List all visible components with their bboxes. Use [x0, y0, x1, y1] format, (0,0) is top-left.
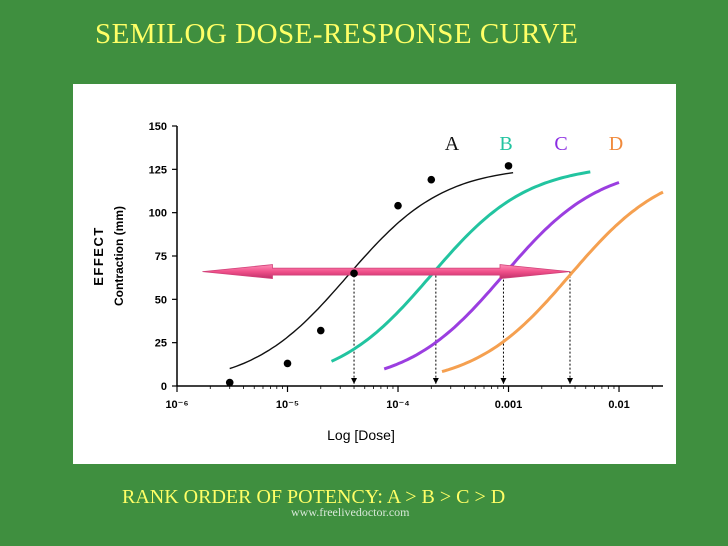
y-axis-sublabel: Contraction (mm) [112, 206, 126, 306]
x-axis-label: Log [Dose] [327, 427, 395, 443]
data-point-a [283, 359, 292, 368]
series-label-d: D [609, 133, 623, 155]
data-point-a [394, 201, 402, 210]
slide-title: SEMILOG DOSE-RESPONSE CURVE [95, 18, 579, 50]
data-point-a [225, 378, 234, 387]
x-tick-label: 10⁻⁴ [386, 399, 409, 411]
series-label-a: A [445, 133, 460, 155]
y-tick-label: 75 [155, 251, 167, 263]
data-point-a [350, 269, 358, 278]
dose-response-chart: 0 25 50 75 100 125 150 10⁻⁶ 10⁻⁵ 10⁻⁴ 0.001 0.01 EFF… [91, 121, 664, 443]
rank-order-text: RANK ORDER OF POTENCY: A > B > C > D [122, 486, 506, 508]
data-point-a [316, 326, 325, 335]
curve-b [330, 170, 591, 363]
ec50-arrowhead-b [432, 378, 439, 384]
watermark: www.freelivedoctor.com [291, 505, 410, 519]
x-tick-label: 10⁻⁶ [165, 399, 188, 411]
x-tick-label: 0.001 [495, 399, 523, 411]
y-tick-label: 25 [155, 338, 167, 350]
ec50-arrowhead-d [566, 378, 573, 384]
series-label-c: C [554, 133, 567, 155]
y-axis-label: EFFECT [91, 226, 106, 286]
ec50-arrowhead-a [351, 378, 358, 384]
y-tick-label: 125 [149, 164, 167, 176]
chart-panel: 0 25 50 75 100 125 150 10⁻⁶ 10⁻⁵ 10⁻⁴ 0.001 0.01 EFF… [73, 84, 676, 464]
ec50-arrowhead-c [500, 378, 507, 384]
x-tick-label: 10⁻⁵ [276, 399, 299, 411]
y-tick-label: 100 [149, 208, 167, 220]
y-tick-label: 50 [155, 294, 167, 306]
series-label-b: B [499, 133, 512, 155]
y-tick-label: 0 [161, 381, 167, 393]
potency-double-arrow [202, 264, 571, 280]
data-point-a [504, 162, 513, 170]
y-tick-label: 150 [149, 121, 167, 133]
x-tick-label: 0.01 [608, 399, 629, 411]
data-point-a [427, 175, 436, 184]
curve-a [229, 172, 514, 370]
curve-d [441, 190, 664, 374]
